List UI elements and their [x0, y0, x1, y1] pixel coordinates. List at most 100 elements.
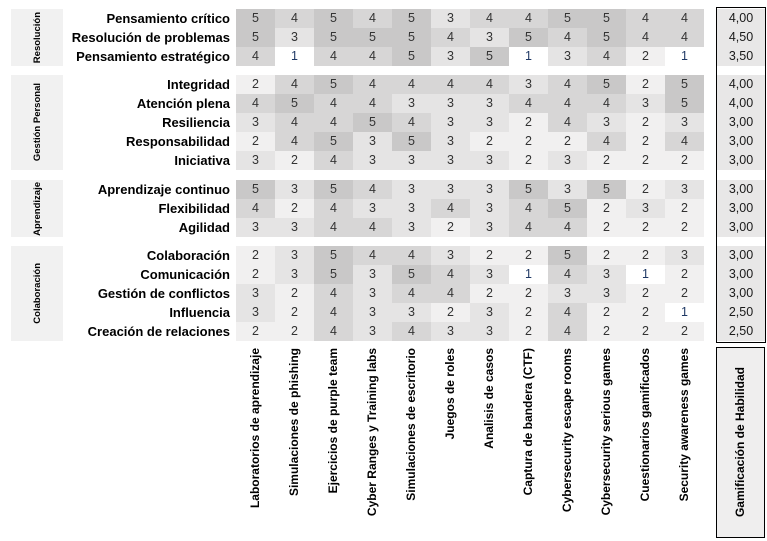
score-cell[interactable]: 2,50	[717, 303, 765, 322]
matrix-cell[interactable]: 4	[275, 113, 314, 132]
matrix-cell[interactable]: 2	[626, 47, 665, 66]
matrix-cell[interactable]: 3	[431, 322, 470, 341]
score-cell[interactable]: 3,50	[717, 47, 765, 66]
matrix-cell[interactable]: 4	[431, 199, 470, 218]
matrix-cell[interactable]: 4	[626, 28, 665, 47]
matrix-cell[interactable]: 3	[470, 28, 509, 47]
matrix-cell[interactable]: 1	[665, 47, 704, 66]
matrix-cell[interactable]: 5	[314, 28, 353, 47]
matrix-cell[interactable]: 3	[470, 265, 509, 284]
matrix-cell[interactable]: 2	[509, 284, 548, 303]
matrix-cell[interactable]: 3	[392, 94, 431, 113]
matrix-cell[interactable]: 1	[275, 47, 314, 66]
matrix-cell[interactable]: 3	[665, 113, 704, 132]
matrix-cell[interactable]: 3	[470, 113, 509, 132]
matrix-cell[interactable]: 4	[431, 265, 470, 284]
matrix-cell[interactable]: 5	[509, 180, 548, 199]
matrix-cell[interactable]: 2	[626, 151, 665, 170]
matrix-cell[interactable]: 4	[353, 246, 392, 265]
matrix-cell[interactable]: 5	[548, 199, 587, 218]
matrix-cell[interactable]: 4	[548, 303, 587, 322]
matrix-cell[interactable]: 4	[431, 28, 470, 47]
matrix-cell[interactable]: 5	[236, 180, 275, 199]
matrix-cell[interactable]: 4	[665, 28, 704, 47]
matrix-cell[interactable]: 2	[275, 284, 314, 303]
matrix-cell[interactable]: 4	[392, 322, 431, 341]
matrix-cell[interactable]: 3	[236, 218, 275, 237]
matrix-cell[interactable]: 2	[275, 303, 314, 322]
matrix-cell[interactable]: 3	[470, 218, 509, 237]
matrix-cell[interactable]: 5	[314, 246, 353, 265]
score-cell[interactable]: 2,50	[717, 322, 765, 341]
score-cell[interactable]: 4,00	[717, 9, 765, 28]
matrix-cell[interactable]: 3	[353, 132, 392, 151]
matrix-cell[interactable]: 3	[353, 303, 392, 322]
matrix-cell[interactable]: 5	[314, 180, 353, 199]
matrix-cell[interactable]: 4	[509, 199, 548, 218]
matrix-cell[interactable]: 4	[236, 94, 275, 113]
matrix-cell[interactable]: 2	[626, 132, 665, 151]
matrix-cell[interactable]: 4	[665, 132, 704, 151]
score-cell[interactable]: 3,00	[717, 218, 765, 237]
matrix-cell[interactable]: 4	[509, 218, 548, 237]
matrix-cell[interactable]: 2	[587, 151, 626, 170]
matrix-cell[interactable]: 4	[509, 94, 548, 113]
matrix-cell[interactable]: 4	[236, 199, 275, 218]
matrix-cell[interactable]: 2	[665, 322, 704, 341]
matrix-cell[interactable]: 3	[587, 113, 626, 132]
matrix-cell[interactable]: 3	[236, 303, 275, 322]
score-cell[interactable]: 3,00	[717, 151, 765, 170]
matrix-cell[interactable]: 4	[470, 75, 509, 94]
matrix-cell[interactable]: 1	[509, 47, 548, 66]
matrix-cell[interactable]: 3	[275, 180, 314, 199]
matrix-cell[interactable]: 4	[314, 199, 353, 218]
matrix-cell[interactable]: 3	[548, 180, 587, 199]
matrix-cell[interactable]: 3	[665, 246, 704, 265]
matrix-cell[interactable]: 2	[548, 132, 587, 151]
matrix-cell[interactable]: 3	[392, 303, 431, 322]
matrix-cell[interactable]: 3	[626, 199, 665, 218]
matrix-cell[interactable]: 4	[353, 75, 392, 94]
matrix-cell[interactable]: 2	[236, 75, 275, 94]
matrix-cell[interactable]: 5	[236, 9, 275, 28]
score-cell[interactable]: 3,00	[717, 113, 765, 132]
matrix-cell[interactable]: 2	[626, 218, 665, 237]
matrix-cell[interactable]: 2	[587, 218, 626, 237]
matrix-cell[interactable]: 2	[236, 265, 275, 284]
matrix-cell[interactable]: 3	[236, 151, 275, 170]
matrix-cell[interactable]: 4	[314, 113, 353, 132]
matrix-cell[interactable]: 4	[314, 303, 353, 322]
score-cell[interactable]: 3,00	[717, 132, 765, 151]
matrix-cell[interactable]: 2	[236, 246, 275, 265]
matrix-cell[interactable]: 3	[392, 151, 431, 170]
matrix-cell[interactable]: 4	[314, 218, 353, 237]
matrix-cell[interactable]: 5	[392, 28, 431, 47]
matrix-cell[interactable]: 2	[509, 322, 548, 341]
score-cell[interactable]: 4,50	[717, 28, 765, 47]
matrix-cell[interactable]: 4	[353, 94, 392, 113]
matrix-cell[interactable]: 4	[587, 47, 626, 66]
matrix-cell[interactable]: 5	[548, 9, 587, 28]
matrix-cell[interactable]: 1	[626, 265, 665, 284]
matrix-cell[interactable]: 2	[470, 284, 509, 303]
matrix-cell[interactable]: 4	[587, 94, 626, 113]
matrix-cell[interactable]: 3	[470, 303, 509, 322]
matrix-cell[interactable]: 4	[548, 113, 587, 132]
matrix-cell[interactable]: 4	[548, 94, 587, 113]
matrix-cell[interactable]: 3	[392, 218, 431, 237]
matrix-cell[interactable]: 3	[431, 47, 470, 66]
matrix-cell[interactable]: 4	[392, 113, 431, 132]
matrix-cell[interactable]: 4	[392, 284, 431, 303]
matrix-cell[interactable]: 5	[548, 246, 587, 265]
score-cell[interactable]: 3,00	[717, 199, 765, 218]
matrix-cell[interactable]: 3	[353, 151, 392, 170]
matrix-cell[interactable]: 5	[353, 113, 392, 132]
matrix-cell[interactable]: 2	[509, 303, 548, 322]
matrix-cell[interactable]: 3	[431, 180, 470, 199]
matrix-cell[interactable]: 2	[626, 322, 665, 341]
matrix-cell[interactable]: 4	[431, 284, 470, 303]
matrix-cell[interactable]: 5	[392, 265, 431, 284]
matrix-cell[interactable]: 3	[275, 28, 314, 47]
matrix-cell[interactable]: 3	[431, 132, 470, 151]
matrix-cell[interactable]: 4	[236, 47, 275, 66]
